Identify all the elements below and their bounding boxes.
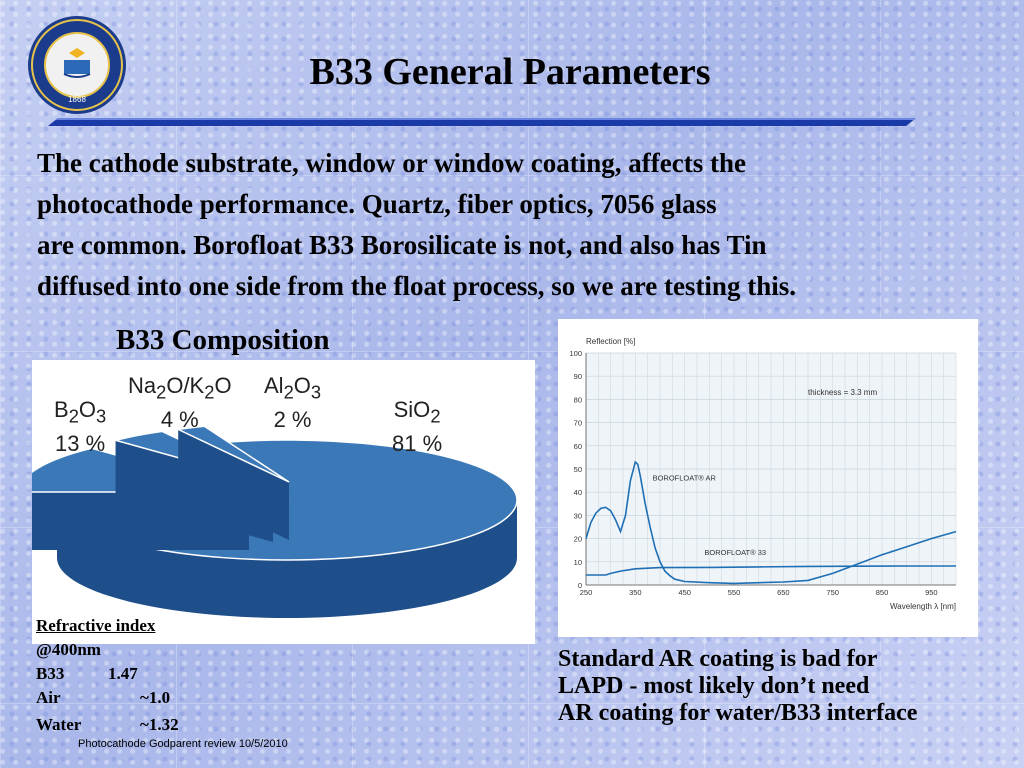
intro-paragraph: The cathode substrate, window or window … xyxy=(37,143,1017,307)
composition-pie-chart: B2O3 13 % Na2O/K2O 4 % Al2O3 2 % SiO2 81… xyxy=(18,360,535,644)
x-axis-label: Wavelength λ [nm] xyxy=(890,602,956,611)
university-seal-logo: 1868 xyxy=(28,16,126,114)
intro-line: are common. Borofloat B33 Borosilicate i… xyxy=(37,230,767,260)
ar-note-line: AR coating for water/B33 interface xyxy=(558,700,918,726)
pie-svg xyxy=(18,425,518,618)
x-tick-label: 450 xyxy=(678,588,691,597)
y-tick-label: 30 xyxy=(574,511,582,520)
x-tick-label: 550 xyxy=(728,588,741,597)
reflection-line-chart: 0 10 20 30 40 50 60 70 80 90 100 250 350 450 550 650 750… xyxy=(558,319,978,637)
series-line-0 xyxy=(585,460,957,585)
refractive-row: Water ~1.32 xyxy=(36,715,179,734)
thickness-annotation: thickness = 3.3 mm xyxy=(808,388,877,397)
series-line-1 xyxy=(586,565,956,576)
y-tick-label: 60 xyxy=(574,442,582,451)
intro-line: The cathode substrate, window or window … xyxy=(37,148,746,178)
pie-percent-sio2: 81 % xyxy=(392,431,443,457)
y-tick-label: 70 xyxy=(574,419,582,428)
x-tick-label: 350 xyxy=(629,588,642,597)
y-tick-label: 10 xyxy=(574,558,582,567)
y-tick-label: 20 xyxy=(574,535,582,544)
title-underline-rule xyxy=(48,118,916,126)
refractive-heading: Refractive index xyxy=(36,616,156,635)
y-tick-label: 0 xyxy=(578,581,582,590)
composition-title: B33 Composition xyxy=(116,324,330,356)
refractive-subheading: @400nm xyxy=(36,640,101,659)
x-tick-label: 650 xyxy=(777,588,790,597)
intro-line: diffused into one side from the float pr… xyxy=(37,271,796,301)
y-tick-label: 40 xyxy=(574,488,582,497)
seal-year: 1868 xyxy=(68,95,86,104)
pie-percent-na2o-k2o: 4 % xyxy=(160,407,199,433)
y-tick-label: 90 xyxy=(574,372,582,381)
y-axis-label: Reflection [%] xyxy=(586,337,635,346)
x-tick-label: 250 xyxy=(580,588,593,597)
refractive-row: Air ~1.0 xyxy=(36,688,171,707)
pie-percent-b2o3: 13 % xyxy=(55,431,106,457)
intro-line: photocathode performance. Quartz, fiber … xyxy=(37,189,717,219)
refractive-index-block: Refractive index @400nm B33 1.47 Air ~1.0 … xyxy=(36,614,179,737)
x-tick-label: 950 xyxy=(925,588,938,597)
pie-label-al2o3: Al2O3 2 % xyxy=(264,373,322,433)
ar-coating-note: Standard AR coating is bad for LAPD - mo… xyxy=(558,646,917,727)
x-tick-label: 850 xyxy=(876,588,889,597)
pie-label-sio2: SiO2 81 % xyxy=(392,397,443,457)
pie-label-b2o3: B2O3 13 % xyxy=(54,397,107,457)
y-tick-label: 80 xyxy=(574,395,582,404)
line-chart-svg: 0 10 20 30 40 50 60 70 80 90 100 250 350 450 550 650 750… xyxy=(569,337,957,611)
y-tick-label: 50 xyxy=(574,465,582,474)
pie-label-na2o-k2o: Na2O/K2O 4 % xyxy=(128,373,232,433)
ar-note-line: Standard AR coating is bad for xyxy=(558,646,878,672)
pie-percent-al2o3: 2 % xyxy=(273,407,312,433)
series-label-borofloat-33: BOROFLOAT® 33 xyxy=(704,548,766,557)
refractive-row: B33 1.47 xyxy=(36,664,138,683)
pie-slice-al2o3 xyxy=(175,425,290,540)
slide-title: B33 General Parameters xyxy=(309,51,711,93)
x-tick-label: 750 xyxy=(826,588,839,597)
y-tick-label: 100 xyxy=(569,349,582,358)
series-label-borofloat-ar: BOROFLOAT® AR xyxy=(653,474,717,483)
footer-text: Photocathode Godparent review 10/5/2010 xyxy=(78,738,288,750)
ar-note-line: LAPD - most likely don’t need xyxy=(558,673,870,699)
